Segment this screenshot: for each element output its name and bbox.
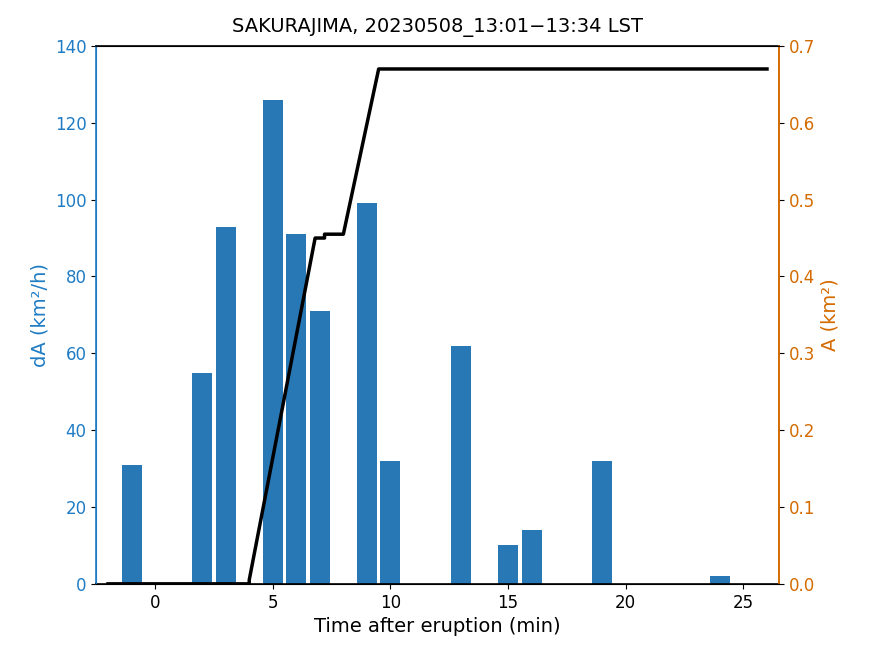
X-axis label: Time after eruption (min): Time after eruption (min) <box>314 617 561 636</box>
Bar <box>122 464 142 584</box>
Bar <box>310 311 330 584</box>
Bar <box>262 100 283 584</box>
Bar <box>216 226 235 584</box>
Bar <box>710 576 730 584</box>
Bar <box>592 461 612 584</box>
Bar <box>498 545 518 584</box>
Y-axis label: dA (km²/h): dA (km²/h) <box>31 263 49 367</box>
Bar <box>357 203 377 584</box>
Bar <box>451 346 471 584</box>
Y-axis label: A (km²): A (km²) <box>821 279 839 351</box>
Title: SAKURAJIMA, 20230508_13:01−13:34 LST: SAKURAJIMA, 20230508_13:01−13:34 LST <box>232 18 643 37</box>
Bar <box>381 461 401 584</box>
Bar <box>286 234 306 584</box>
Bar <box>522 530 542 584</box>
Bar <box>192 373 212 584</box>
